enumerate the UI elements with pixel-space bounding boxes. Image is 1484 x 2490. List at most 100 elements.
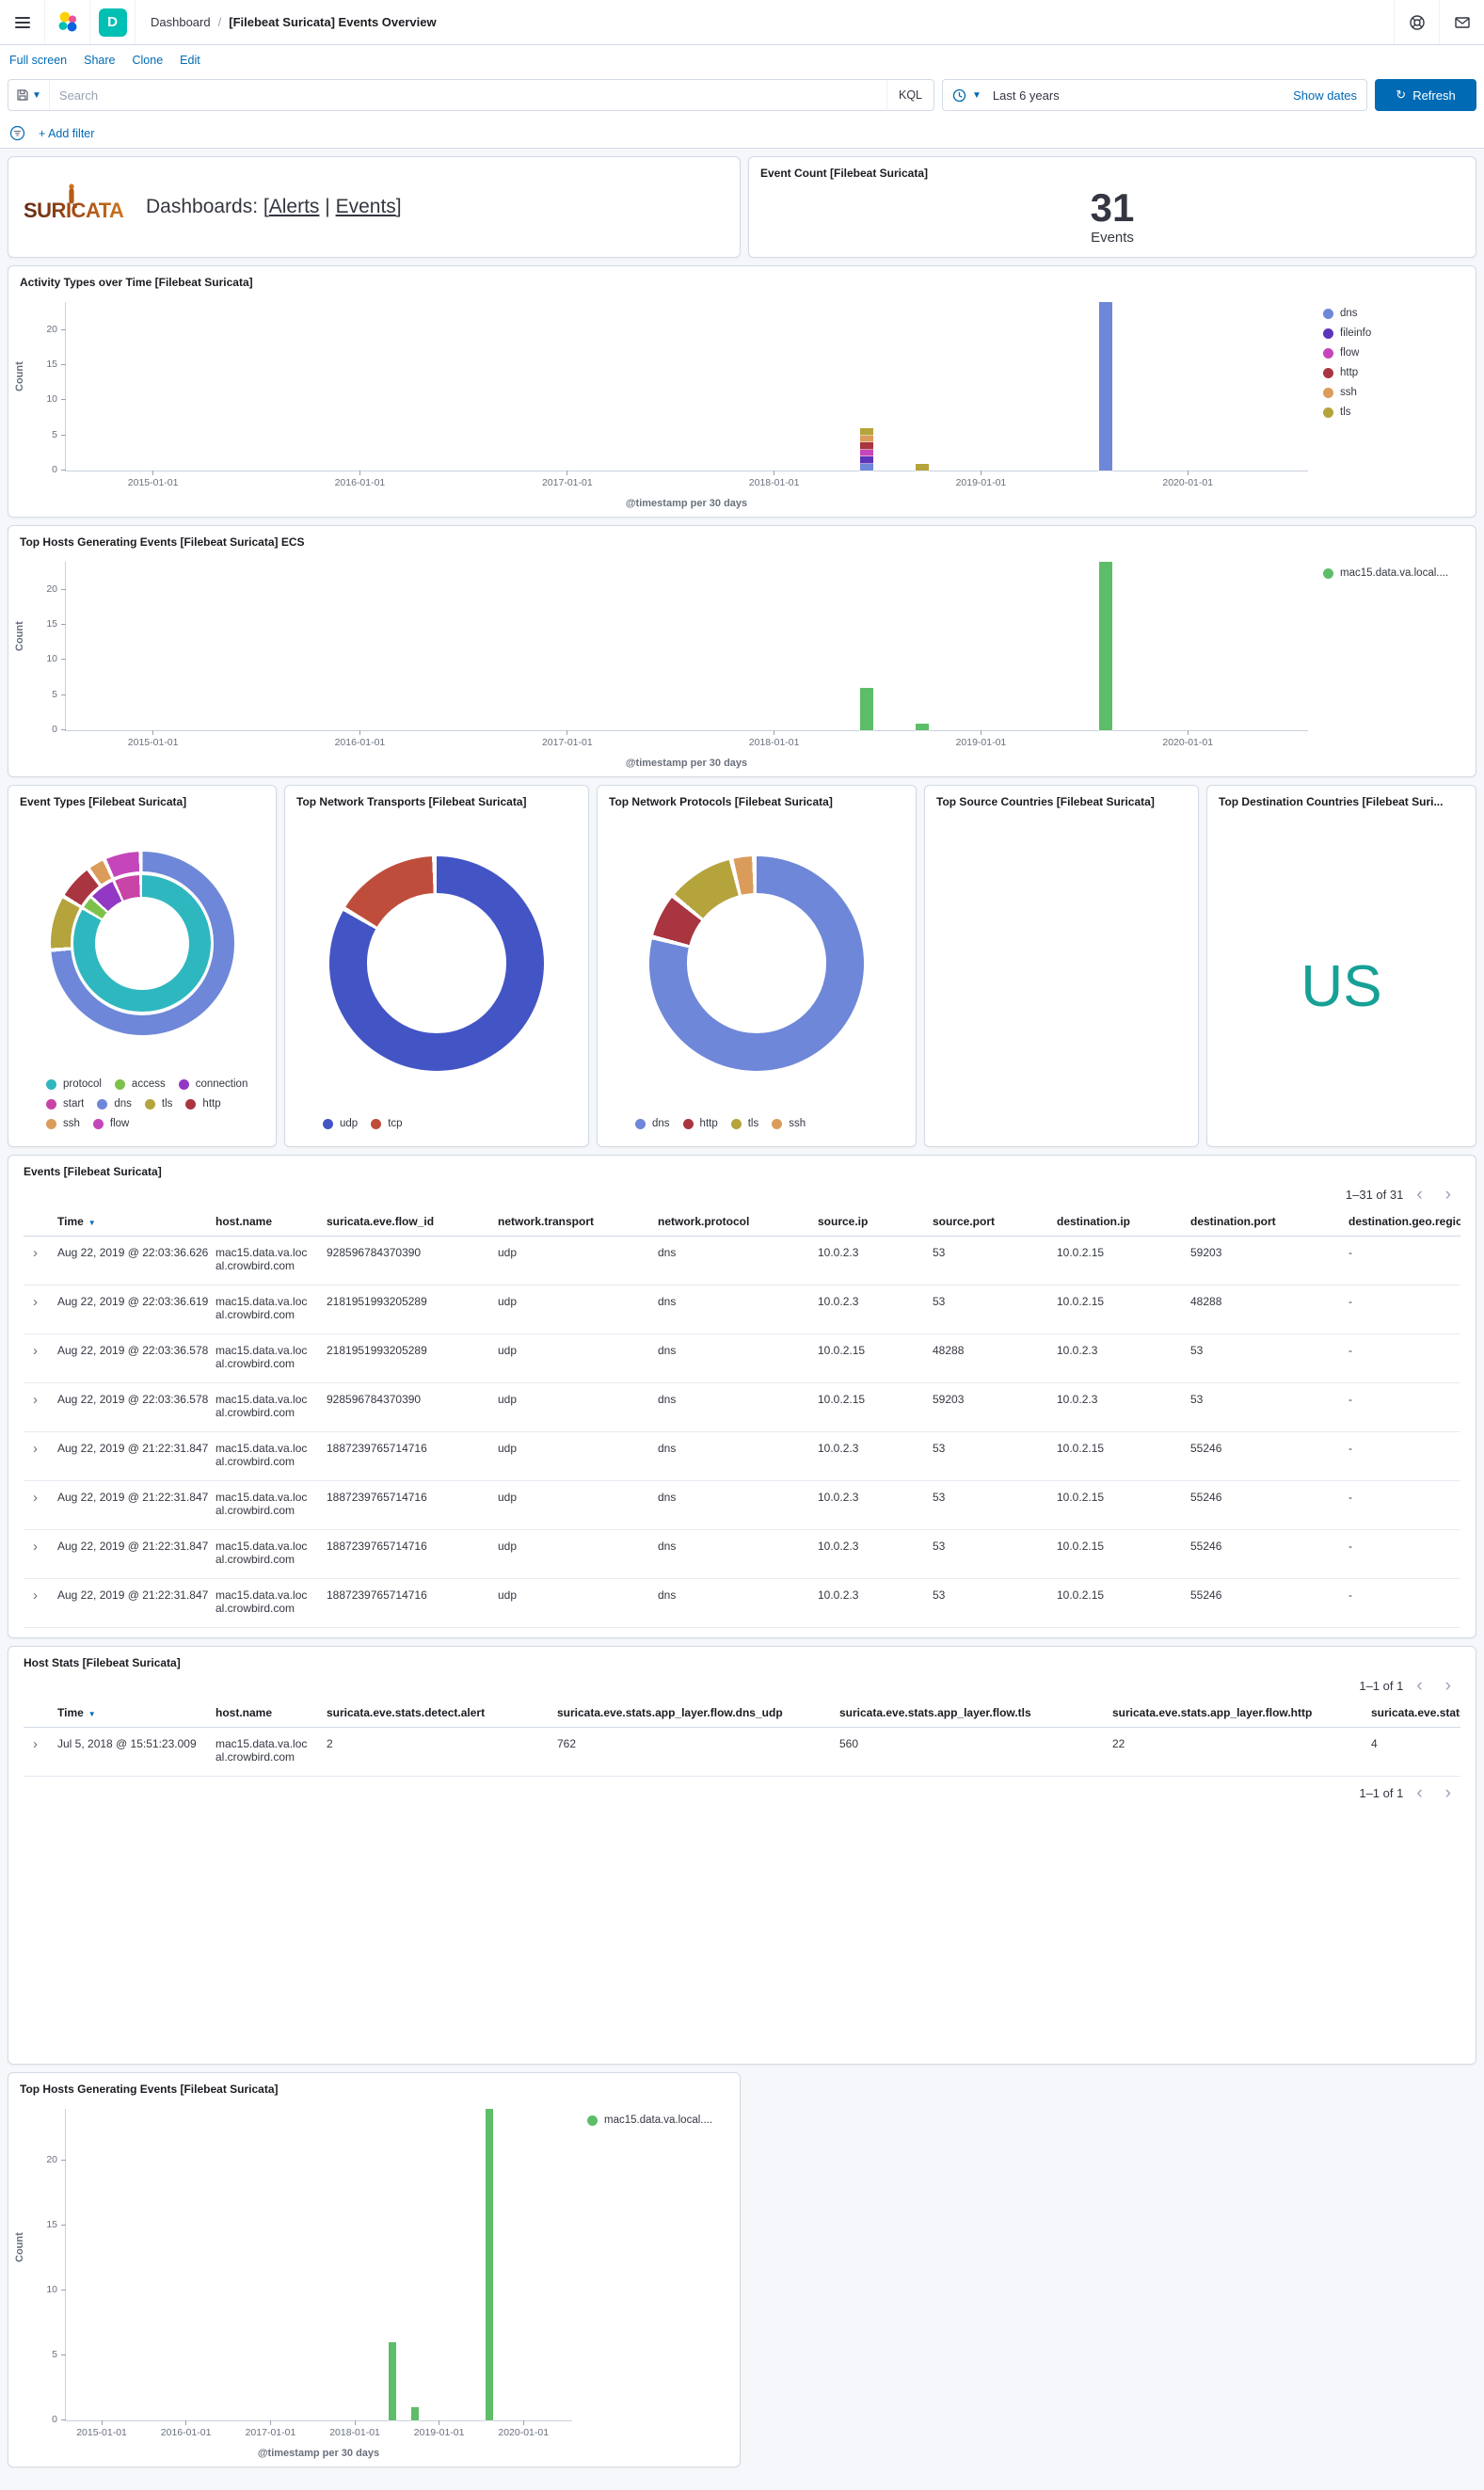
event-types-legend-item-protocol[interactable]: protocol [46, 1078, 102, 1090]
share-button[interactable]: Share [84, 54, 116, 67]
search-input[interactable] [49, 88, 886, 103]
event-types-legend-item-connection[interactable]: connection [178, 1078, 248, 1090]
next-page-button[interactable]: › [1436, 1675, 1460, 1697]
cell: 10.0.2.15 [810, 1333, 925, 1383]
expand-row-button[interactable]: › [33, 1736, 38, 1752]
network-protocols-donut[interactable] [649, 855, 864, 1071]
cell: - [1341, 1578, 1460, 1628]
next-page-button[interactable]: › [1436, 1184, 1460, 1205]
dashboard-app-button[interactable]: D [90, 0, 136, 44]
column-header-Time[interactable]: Time ▼ [50, 1207, 208, 1237]
cell: 1887239765714716 [319, 1480, 490, 1530]
edit-button[interactable]: Edit [180, 54, 200, 67]
app-header: D Dashboard / [Filebeat Suricata] Events… [0, 0, 1484, 45]
activity-legend-item-ssh[interactable]: ssh [1323, 387, 1464, 398]
column-header-suricata-eve-stats-app-l[interactable]: suricata.eve.stats.app_l [1364, 1699, 1460, 1728]
event-types-legend-item-start[interactable]: start [46, 1098, 84, 1109]
column-header-destination-ip[interactable]: destination.ip [1049, 1207, 1183, 1237]
cell: - [1341, 1382, 1460, 1432]
country-tag-us[interactable]: US [1300, 954, 1382, 1019]
full-screen-button[interactable]: Full screen [9, 54, 68, 67]
next-page-button[interactable]: › [1436, 1782, 1460, 1804]
alerts-dashboard-link[interactable]: Alerts [268, 196, 320, 217]
newsfeed-button[interactable] [1439, 0, 1484, 44]
hosts_ecs-legend-item-mac15-data-va-local-[interactable]: mac15.data.va.local.... [1323, 567, 1464, 579]
column-header-network-protocol[interactable]: network.protocol [650, 1207, 810, 1237]
saved-query-menu-button[interactable]: ▼ [8, 80, 50, 110]
show-dates-button[interactable]: Show dates [1293, 88, 1357, 103]
activity-legend-item-flow[interactable]: flow [1323, 347, 1464, 359]
dashboard-app-icon: D [98, 8, 127, 37]
event-types-donut[interactable] [50, 852, 234, 1035]
events-dashboard-link[interactable]: Events [335, 196, 396, 217]
y-tick: 5 [52, 689, 66, 700]
activity-legend-item-http[interactable]: http [1323, 367, 1464, 378]
event-types-legend-item-tls[interactable]: tls [144, 1098, 172, 1109]
column-header-host-name[interactable]: host.name [208, 1699, 319, 1728]
x-axis-label: @timestamp per 30 days [625, 758, 748, 769]
column-header-suricata-eve-flow-id[interactable]: suricata.eve.flow_id [319, 1207, 490, 1237]
cell: 2181951993205289 [319, 1285, 490, 1334]
expand-row-button[interactable]: › [33, 1441, 38, 1457]
nav-menu-button[interactable] [0, 0, 45, 44]
column-header-host-name[interactable]: host.name [208, 1207, 319, 1237]
transports-legend-item-tcp[interactable]: tcp [371, 1118, 403, 1129]
cell: dns [650, 1431, 810, 1481]
filter-icon[interactable] [9, 125, 25, 141]
activity-legend-item-fileinfo[interactable]: fileinfo [1323, 327, 1464, 339]
column-header-suricata-eve-stats-app-layer-flow-tls[interactable]: suricata.eve.stats.app_layer.flow.tls [832, 1699, 1105, 1728]
network-transports-donut[interactable] [329, 855, 544, 1071]
expand-row-button[interactable]: › [33, 1588, 38, 1604]
time-range-value[interactable]: Last 6 years [992, 88, 1060, 103]
event-types-legend-item-dns[interactable]: dns [97, 1098, 132, 1109]
expand-row-button[interactable]: › [33, 1343, 38, 1359]
column-header-suricata-eve-stats-app-layer-flow-http[interactable]: suricata.eve.stats.app_layer.flow.http [1105, 1699, 1364, 1728]
clone-button[interactable]: Clone [132, 54, 164, 67]
protocols-legend-item-ssh[interactable]: ssh [772, 1118, 806, 1129]
row-summary: SURICATA Dashboards: [Alerts | Events] E… [8, 156, 1476, 258]
protocols-legend-item-http[interactable]: http [682, 1118, 718, 1129]
event-types-legend-item-access[interactable]: access [114, 1078, 166, 1090]
expand-row-button[interactable]: › [33, 1245, 38, 1261]
expand-row-button[interactable]: › [33, 1392, 38, 1408]
hosts_bottom-legend-item-mac15-data-va-local-[interactable]: mac15.data.va.local.... [587, 2115, 728, 2126]
column-header-destination-port[interactable]: destination.port [1183, 1207, 1341, 1237]
activity-legend-item-dns[interactable]: dns [1323, 308, 1464, 319]
help-button[interactable] [1394, 0, 1439, 44]
y-tick: 10 [46, 393, 66, 405]
column-header-source-ip[interactable]: source.ip [810, 1207, 925, 1237]
dashboard-grid: SURICATA Dashboards: [Alerts | Events] E… [0, 149, 1484, 2475]
column-header-destination-geo-region-na-[interactable]: destination.geo.region_na... [1341, 1207, 1460, 1237]
refresh-button[interactable]: ↻ Refresh [1375, 79, 1476, 111]
legend-dot [635, 1118, 646, 1129]
expand-row-button[interactable]: › [33, 1294, 38, 1310]
query-language-button[interactable]: KQL [886, 80, 933, 110]
column-header-suricata-eve-stats-app-layer-flow-dns-udp[interactable]: suricata.eve.stats.app_layer.flow.dns_ud… [550, 1699, 832, 1728]
breadcrumb-section[interactable]: Dashboard [151, 15, 211, 29]
date-picker[interactable]: ▼ Last 6 years Show dates [942, 79, 1367, 111]
elastic-home-button[interactable] [45, 0, 90, 44]
expand-row-button[interactable]: › [33, 1539, 38, 1555]
prev-page-button[interactable]: ‹ [1407, 1782, 1431, 1804]
save-icon [17, 89, 28, 101]
add-filter-button[interactable]: + Add filter [39, 126, 95, 140]
donut-layer-1 [686, 893, 827, 1033]
panel-top-hosts-bottom: Top Hosts Generating Events [Filebeat Su… [8, 2072, 741, 2467]
prev-page-button[interactable]: ‹ [1407, 1675, 1431, 1697]
column-header-Time[interactable]: Time ▼ [50, 1699, 208, 1728]
column-header-source-port[interactable]: source.port [925, 1207, 1049, 1237]
legend-label: connection [195, 1078, 248, 1090]
bar-segment-host_green [860, 688, 874, 730]
event-types-legend-item-http[interactable]: http [185, 1098, 221, 1109]
expand-row-button[interactable]: › [33, 1490, 38, 1506]
protocols-legend-item-dns[interactable]: dns [635, 1118, 670, 1129]
column-header-network-transport[interactable]: network.transport [490, 1207, 650, 1237]
transports-legend-item-udp[interactable]: udp [323, 1118, 358, 1129]
protocols-legend-item-tls[interactable]: tls [730, 1118, 758, 1129]
column-header-suricata-eve-stats-detect-alert[interactable]: suricata.eve.stats.detect.alert [319, 1699, 550, 1728]
event-types-legend-item-flow[interactable]: flow [92, 1118, 129, 1129]
event-types-legend-item-ssh[interactable]: ssh [46, 1118, 80, 1129]
activity-legend-item-tls[interactable]: tls [1323, 407, 1464, 418]
x-tick-label: 2018-01-01 [748, 477, 800, 488]
prev-page-button[interactable]: ‹ [1407, 1184, 1431, 1205]
